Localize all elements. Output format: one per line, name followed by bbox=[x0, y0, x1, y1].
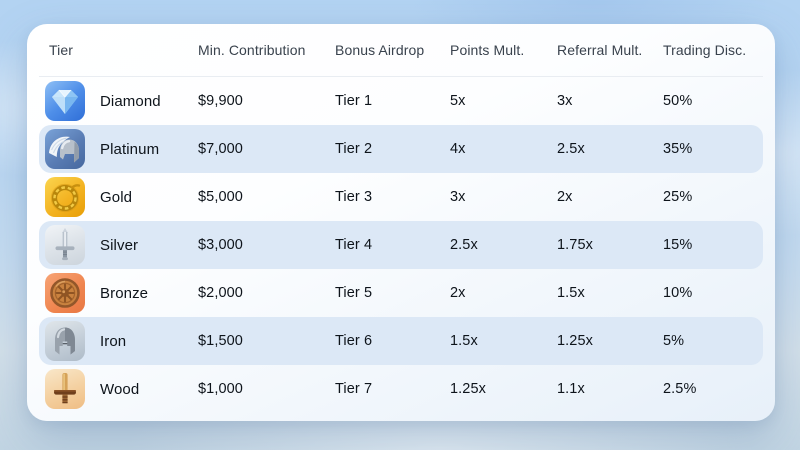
wood-sword-icon bbox=[45, 369, 85, 409]
bonus-airdrop-value: Tier 5 bbox=[335, 285, 373, 301]
tier-cell: Silver bbox=[39, 225, 198, 265]
tier-cell: Bronze bbox=[39, 273, 198, 313]
points-mult-value: 5x bbox=[450, 93, 466, 109]
trading-disc-value: 5% bbox=[663, 333, 685, 349]
tier-cell: Gold bbox=[39, 177, 198, 217]
column-header-referral-mult: Referral Mult. bbox=[557, 42, 643, 58]
points-mult-value: 4x bbox=[450, 141, 466, 157]
points-mult-value: 1.25x bbox=[450, 381, 486, 397]
table-body: Diamond $9,900 Tier 1 5x 3x 50% bbox=[39, 77, 763, 413]
iron-helmet-icon bbox=[45, 321, 85, 361]
column-header-min-contribution: Min. Contribution bbox=[198, 42, 306, 58]
referral-mult-value: 3x bbox=[557, 93, 573, 109]
min-contribution-value: $9,900 bbox=[198, 93, 243, 109]
tier-cell: Platinum bbox=[39, 129, 198, 169]
table-row-iron: Iron $1,500 Tier 6 1.5x 1.25x 5% bbox=[39, 317, 763, 365]
tier-name: Silver bbox=[100, 236, 139, 254]
points-mult-value: 2x bbox=[450, 285, 466, 301]
trading-disc-value: 25% bbox=[663, 189, 693, 205]
table-header-row: Tier Min. Contribution Bonus Airdrop Poi… bbox=[39, 24, 763, 77]
tier-name: Iron bbox=[100, 332, 127, 350]
tier-cell: Diamond bbox=[39, 81, 198, 121]
tier-name: Platinum bbox=[100, 140, 160, 158]
trading-disc-value: 15% bbox=[663, 237, 693, 253]
referral-mult-value: 2.5x bbox=[557, 141, 585, 157]
referral-mult-value: 1.25x bbox=[557, 333, 593, 349]
table-row-diamond: Diamond $9,900 Tier 1 5x 3x 50% bbox=[39, 77, 763, 125]
tier-name: Bronze bbox=[100, 284, 149, 302]
min-contribution-value: $1,500 bbox=[198, 333, 243, 349]
trading-disc-value: 10% bbox=[663, 285, 693, 301]
points-mult-value: 1.5x bbox=[450, 333, 478, 349]
column-header-trading-disc: Trading Disc. bbox=[663, 42, 747, 58]
min-contribution-value: $2,000 bbox=[198, 285, 243, 301]
table-row-silver: Silver $3,000 Tier 4 2.5x 1.75x 15% bbox=[39, 221, 763, 269]
min-contribution-value: $5,000 bbox=[198, 189, 243, 205]
bonus-airdrop-value: Tier 7 bbox=[335, 381, 373, 397]
bonus-airdrop-value: Tier 2 bbox=[335, 141, 373, 157]
table-row-gold: Gold $5,000 Tier 3 3x 2x 25% bbox=[39, 173, 763, 221]
referral-mult-value: 2x bbox=[557, 189, 573, 205]
referral-mult-value: 1.75x bbox=[557, 237, 593, 253]
trading-disc-value: 2.5% bbox=[663, 381, 697, 397]
referral-mult-value: 1.5x bbox=[557, 285, 585, 301]
referral-mult-value: 1.1x bbox=[557, 381, 585, 397]
min-contribution-value: $1,000 bbox=[198, 381, 243, 397]
tier-cell: Iron bbox=[39, 321, 198, 361]
column-header-bonus-airdrop: Bonus Airdrop bbox=[335, 42, 425, 58]
diamond-icon bbox=[45, 81, 85, 121]
column-header-tier: Tier bbox=[49, 42, 73, 58]
points-mult-value: 2.5x bbox=[450, 237, 478, 253]
silver-sword-icon bbox=[45, 225, 85, 265]
table-row-wood: Wood $1,000 Tier 7 1.25x 1.1x 2.5% bbox=[39, 365, 763, 413]
min-contribution-value: $7,000 bbox=[198, 141, 243, 157]
tier-name: Gold bbox=[100, 188, 133, 206]
platinum-helmet-icon bbox=[45, 129, 85, 169]
tier-cell: Wood bbox=[39, 369, 198, 409]
bronze-shield-icon bbox=[45, 273, 85, 313]
bonus-airdrop-value: Tier 4 bbox=[335, 237, 373, 253]
table-row-bronze: Bronze $2,000 Tier 5 2x 1.5x 10% bbox=[39, 269, 763, 317]
table-row-platinum: Platinum $7,000 Tier 2 4x 2.5x 35% bbox=[39, 125, 763, 173]
trading-disc-value: 35% bbox=[663, 141, 693, 157]
gold-laurel-icon bbox=[45, 177, 85, 217]
points-mult-value: 3x bbox=[450, 189, 466, 205]
bonus-airdrop-value: Tier 6 bbox=[335, 333, 373, 349]
column-header-points-mult: Points Mult. bbox=[450, 42, 525, 58]
tier-table-card: Tier Min. Contribution Bonus Airdrop Poi… bbox=[27, 24, 775, 421]
bonus-airdrop-value: Tier 3 bbox=[335, 189, 373, 205]
trading-disc-value: 50% bbox=[663, 93, 693, 109]
bonus-airdrop-value: Tier 1 bbox=[335, 93, 373, 109]
tier-name: Wood bbox=[100, 380, 140, 398]
tier-name: Diamond bbox=[100, 92, 161, 110]
min-contribution-value: $3,000 bbox=[198, 237, 243, 253]
